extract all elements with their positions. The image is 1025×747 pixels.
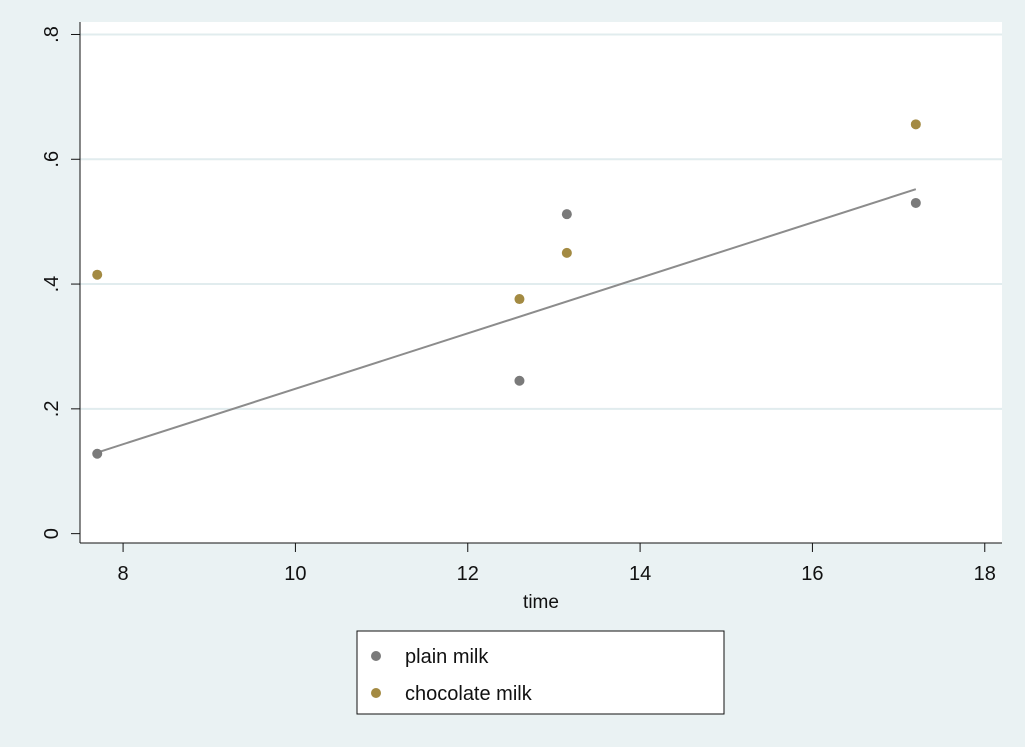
y-tick-label: .2 <box>41 401 63 418</box>
data-point-chocolate <box>92 269 103 280</box>
x-axis-label: time <box>523 592 559 613</box>
x-axis-ticks: 8 10 12 14 16 18 <box>118 543 996 585</box>
plot-area <box>80 22 1002 543</box>
x-tick-label: 14 <box>629 563 651 585</box>
data-point-plain <box>561 209 572 220</box>
data-points <box>92 119 921 459</box>
legend-marker <box>371 688 381 698</box>
x-tick-label: 10 <box>284 563 306 585</box>
x-tick-label: 18 <box>974 563 996 585</box>
data-point-plain <box>514 375 525 386</box>
data-point-chocolate <box>910 119 921 130</box>
y-tick-label: .8 <box>41 26 63 43</box>
x-tick-label: 16 <box>801 563 823 585</box>
y-tick-label: .4 <box>41 276 63 293</box>
x-tick-label: 12 <box>457 563 479 585</box>
fit-line <box>96 188 917 454</box>
legend-label: chocolate milk <box>405 683 533 705</box>
grid-lines <box>80 33 1002 410</box>
legend-box <box>356 630 725 715</box>
data-point-chocolate <box>561 247 572 258</box>
fit-line-group <box>96 188 917 454</box>
legend-label: plain milk <box>405 646 489 668</box>
legend-marker <box>371 651 381 661</box>
y-axis-ticks: 0 .2 .4 .6 .8 <box>41 26 80 539</box>
data-point-chocolate <box>514 294 525 305</box>
data-point-plain <box>910 197 921 208</box>
legend: plain milk chocolate milk <box>356 630 725 715</box>
y-tick-label: 0 <box>41 528 63 539</box>
data-point-plain <box>92 448 103 459</box>
x-tick-label: 8 <box>118 563 129 585</box>
y-tick-label: .6 <box>41 151 63 168</box>
